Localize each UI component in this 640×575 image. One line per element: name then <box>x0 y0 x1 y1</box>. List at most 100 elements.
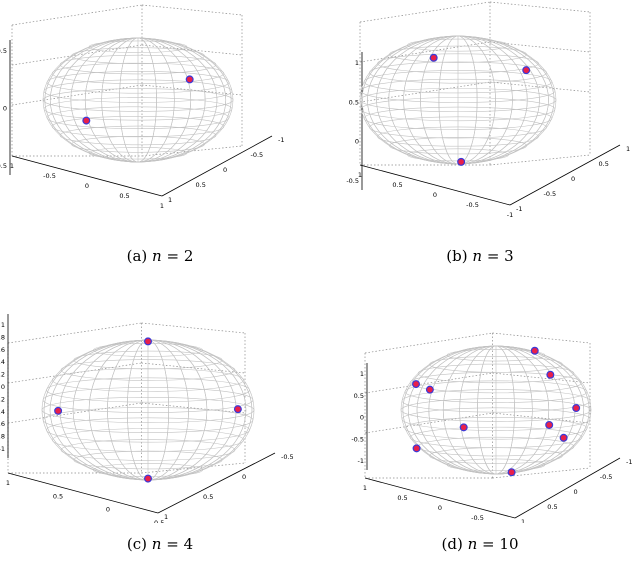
y-tick-label: 0 <box>574 488 578 496</box>
y-tick-label: -0.5 <box>544 190 557 198</box>
axes-box <box>7 314 276 514</box>
latitude-line <box>43 79 233 103</box>
latitude-line <box>51 115 225 138</box>
sphere-plot-b: 10.50-0.510.50-0.5-1-1-0.500.51 <box>346 1 630 219</box>
latitude-line <box>401 407 591 431</box>
y-tick-label: 1 <box>168 196 172 204</box>
z-tick-label: 1 <box>360 370 364 378</box>
x-tick-label: 1 <box>160 202 164 210</box>
point-marker <box>82 116 91 125</box>
y-axis-line <box>509 144 621 206</box>
x-tick-label: 0.5 <box>119 192 129 200</box>
latitude-line <box>59 125 217 146</box>
y-tick-labels: 1 0.5 0 -0.5 -1 <box>521 458 632 523</box>
sphere-wireframe <box>359 35 557 165</box>
point-marker <box>412 380 421 389</box>
latitude-line <box>369 61 547 84</box>
z-tick-label: -0.5 <box>0 162 7 170</box>
z-tick-label: 0.5 <box>354 392 364 400</box>
y-axis-line <box>161 135 273 197</box>
latitude-line <box>369 116 547 139</box>
point-marker <box>559 433 568 442</box>
latitude-line <box>389 137 527 155</box>
grid-line <box>359 1 491 23</box>
y-axis-line <box>514 457 621 519</box>
point-marker <box>530 346 539 355</box>
x-tick-labels: 10.50-0.5-1 <box>363 484 484 522</box>
point-marker <box>144 474 153 483</box>
longitude-line <box>44 37 232 163</box>
z-tick-labels: 1 0.5 0 -0.5 <box>346 59 359 185</box>
z-tick-label: 0.4 <box>0 358 5 366</box>
x-tick-label: 0 <box>85 182 89 190</box>
x-tick-label: -1 <box>507 211 513 219</box>
y-tick-label: -0.5 <box>251 151 264 159</box>
latitude-line <box>41 396 255 424</box>
z-tick-labels: 1 0.5 0 -0.5 -1 <box>351 370 364 465</box>
x-tick-label: 0.5 <box>392 181 402 189</box>
point-marker <box>412 444 421 453</box>
point-markers <box>54 337 242 483</box>
latitude-line <box>429 447 563 464</box>
latitude-line <box>46 106 230 129</box>
y-tick-label: -1 <box>626 458 632 466</box>
point-marker <box>429 53 438 62</box>
point-marker <box>233 405 242 414</box>
latitude-line <box>360 78 556 103</box>
latitude-line <box>360 97 556 122</box>
point-marker <box>457 157 466 166</box>
x-tick-label: 1 <box>6 479 10 487</box>
grid-line <box>364 332 493 354</box>
sphere-plot-c: 1 0.8 0.6 0.4 0.2 0 -0.2 -0.4 -0.6 -0.8 -1 1 0.5 0 -0.… <box>0 314 294 523</box>
sphere-wireframe <box>42 37 234 163</box>
latitude-line <box>404 417 588 440</box>
x-tick-label: -0.5 <box>466 201 479 209</box>
grid-line <box>489 1 591 13</box>
z-tick-label: 0.2 <box>0 371 5 379</box>
z-tick-label: -0.6 <box>0 420 5 428</box>
axes-box <box>364 332 621 519</box>
latitude-line <box>42 88 234 112</box>
z-tick-label: -0.5 <box>346 177 359 185</box>
x-tick-label: -0.5 <box>152 519 165 523</box>
grid-line <box>11 4 143 26</box>
y-tick-label: 0.5 <box>203 493 213 501</box>
y-tick-label: 1 <box>521 518 525 523</box>
caption-d: (d) n = 10 <box>441 535 519 553</box>
point-marker <box>572 404 581 413</box>
y-tick-label: 1 <box>164 513 168 521</box>
sphere-wireframe <box>400 345 592 475</box>
latitude-line <box>359 87 557 113</box>
latitude-line <box>42 407 254 433</box>
point-marker <box>144 337 153 346</box>
longitude-line <box>402 345 590 475</box>
point-markers <box>429 53 531 166</box>
y-tick-label: 0 <box>223 166 227 174</box>
panel-c: 1 0.8 0.6 0.4 0.2 0 -0.2 -0.4 -0.6 -0.8 -1 1 0.5 0 -0.… <box>0 288 320 575</box>
z-tick-label: 0 <box>3 105 7 113</box>
grid-line <box>492 372 591 384</box>
y-tick-label: -1 <box>278 136 284 144</box>
latitude-line <box>404 380 588 403</box>
sphere-plot-d: 10.50-0.5-110.50-0.5-110.50-0.5-1 <box>351 332 632 523</box>
point-marker <box>507 468 516 477</box>
y-tick-label: 0 <box>242 473 246 481</box>
latitude-line <box>363 106 553 130</box>
point-markers <box>412 346 581 477</box>
x-tick-label: -0.5 <box>471 514 484 522</box>
latitude-line <box>400 398 592 422</box>
x-tick-label: 0 <box>433 191 437 199</box>
latitude-line <box>51 62 225 85</box>
x-tick-label: -0.5 <box>43 172 56 180</box>
latitude-line <box>377 126 539 147</box>
point-marker <box>545 420 554 429</box>
x-tick-labels: 10.50-0.5-1 <box>358 171 513 219</box>
point-marker <box>425 385 434 394</box>
z-tick-label: 0.5 <box>0 47 7 55</box>
latitude-line <box>71 47 205 64</box>
y-tick-label: 0.5 <box>547 503 557 511</box>
z-tick-label: -0.8 <box>0 433 5 441</box>
caption-c: (c) n = 4 <box>126 535 194 553</box>
grid-line <box>489 41 591 53</box>
